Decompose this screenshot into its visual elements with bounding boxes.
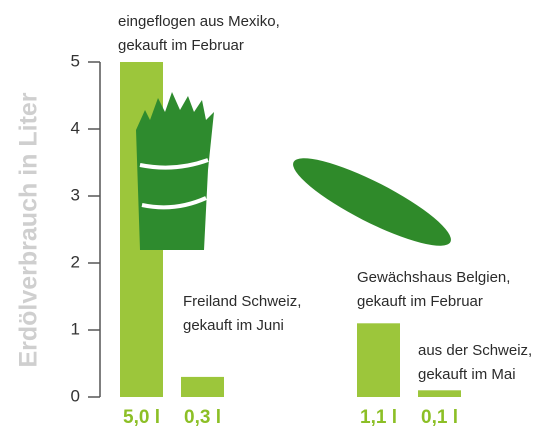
y-tick-label: 1: [71, 319, 80, 338]
bar: [181, 377, 224, 397]
cucumber: [285, 144, 460, 260]
annotation: gekauft im Februar: [118, 37, 244, 54]
annotation: Gewächshaus Belgien,: [357, 269, 510, 286]
bar: [357, 323, 400, 397]
y-tick-label: 5: [71, 51, 80, 70]
chart: Erdölverbrauch in Liter 0 1 2 3 4 5 5,0 l einge…: [0, 0, 555, 436]
illustrations: [136, 92, 459, 260]
annotation: aus der Schweiz,: [418, 342, 532, 359]
bar: [418, 390, 461, 397]
y-tick-label: 0: [71, 386, 80, 405]
annotation: eingeflogen aus Mexiko,: [118, 13, 280, 30]
annotation: gekauft im Juni: [183, 317, 284, 334]
y-tick-label: 3: [71, 185, 80, 204]
annotation: gekauft im Februar: [357, 293, 483, 310]
y-tick-label: 2: [71, 252, 80, 271]
annotation: gekauft im Mai: [418, 366, 516, 383]
value-label: 5,0 l: [123, 407, 160, 428]
value-label: 0,3 l: [184, 407, 221, 428]
asparagus: [136, 92, 214, 250]
value-label: 0,1 l: [421, 407, 458, 428]
y-axis-label: Erdölverbrauch in Liter: [15, 92, 43, 367]
annotation: Freiland Schweiz,: [183, 293, 301, 310]
y-tick-label: 4: [71, 118, 80, 137]
value-label: 1,1 l: [360, 407, 397, 428]
